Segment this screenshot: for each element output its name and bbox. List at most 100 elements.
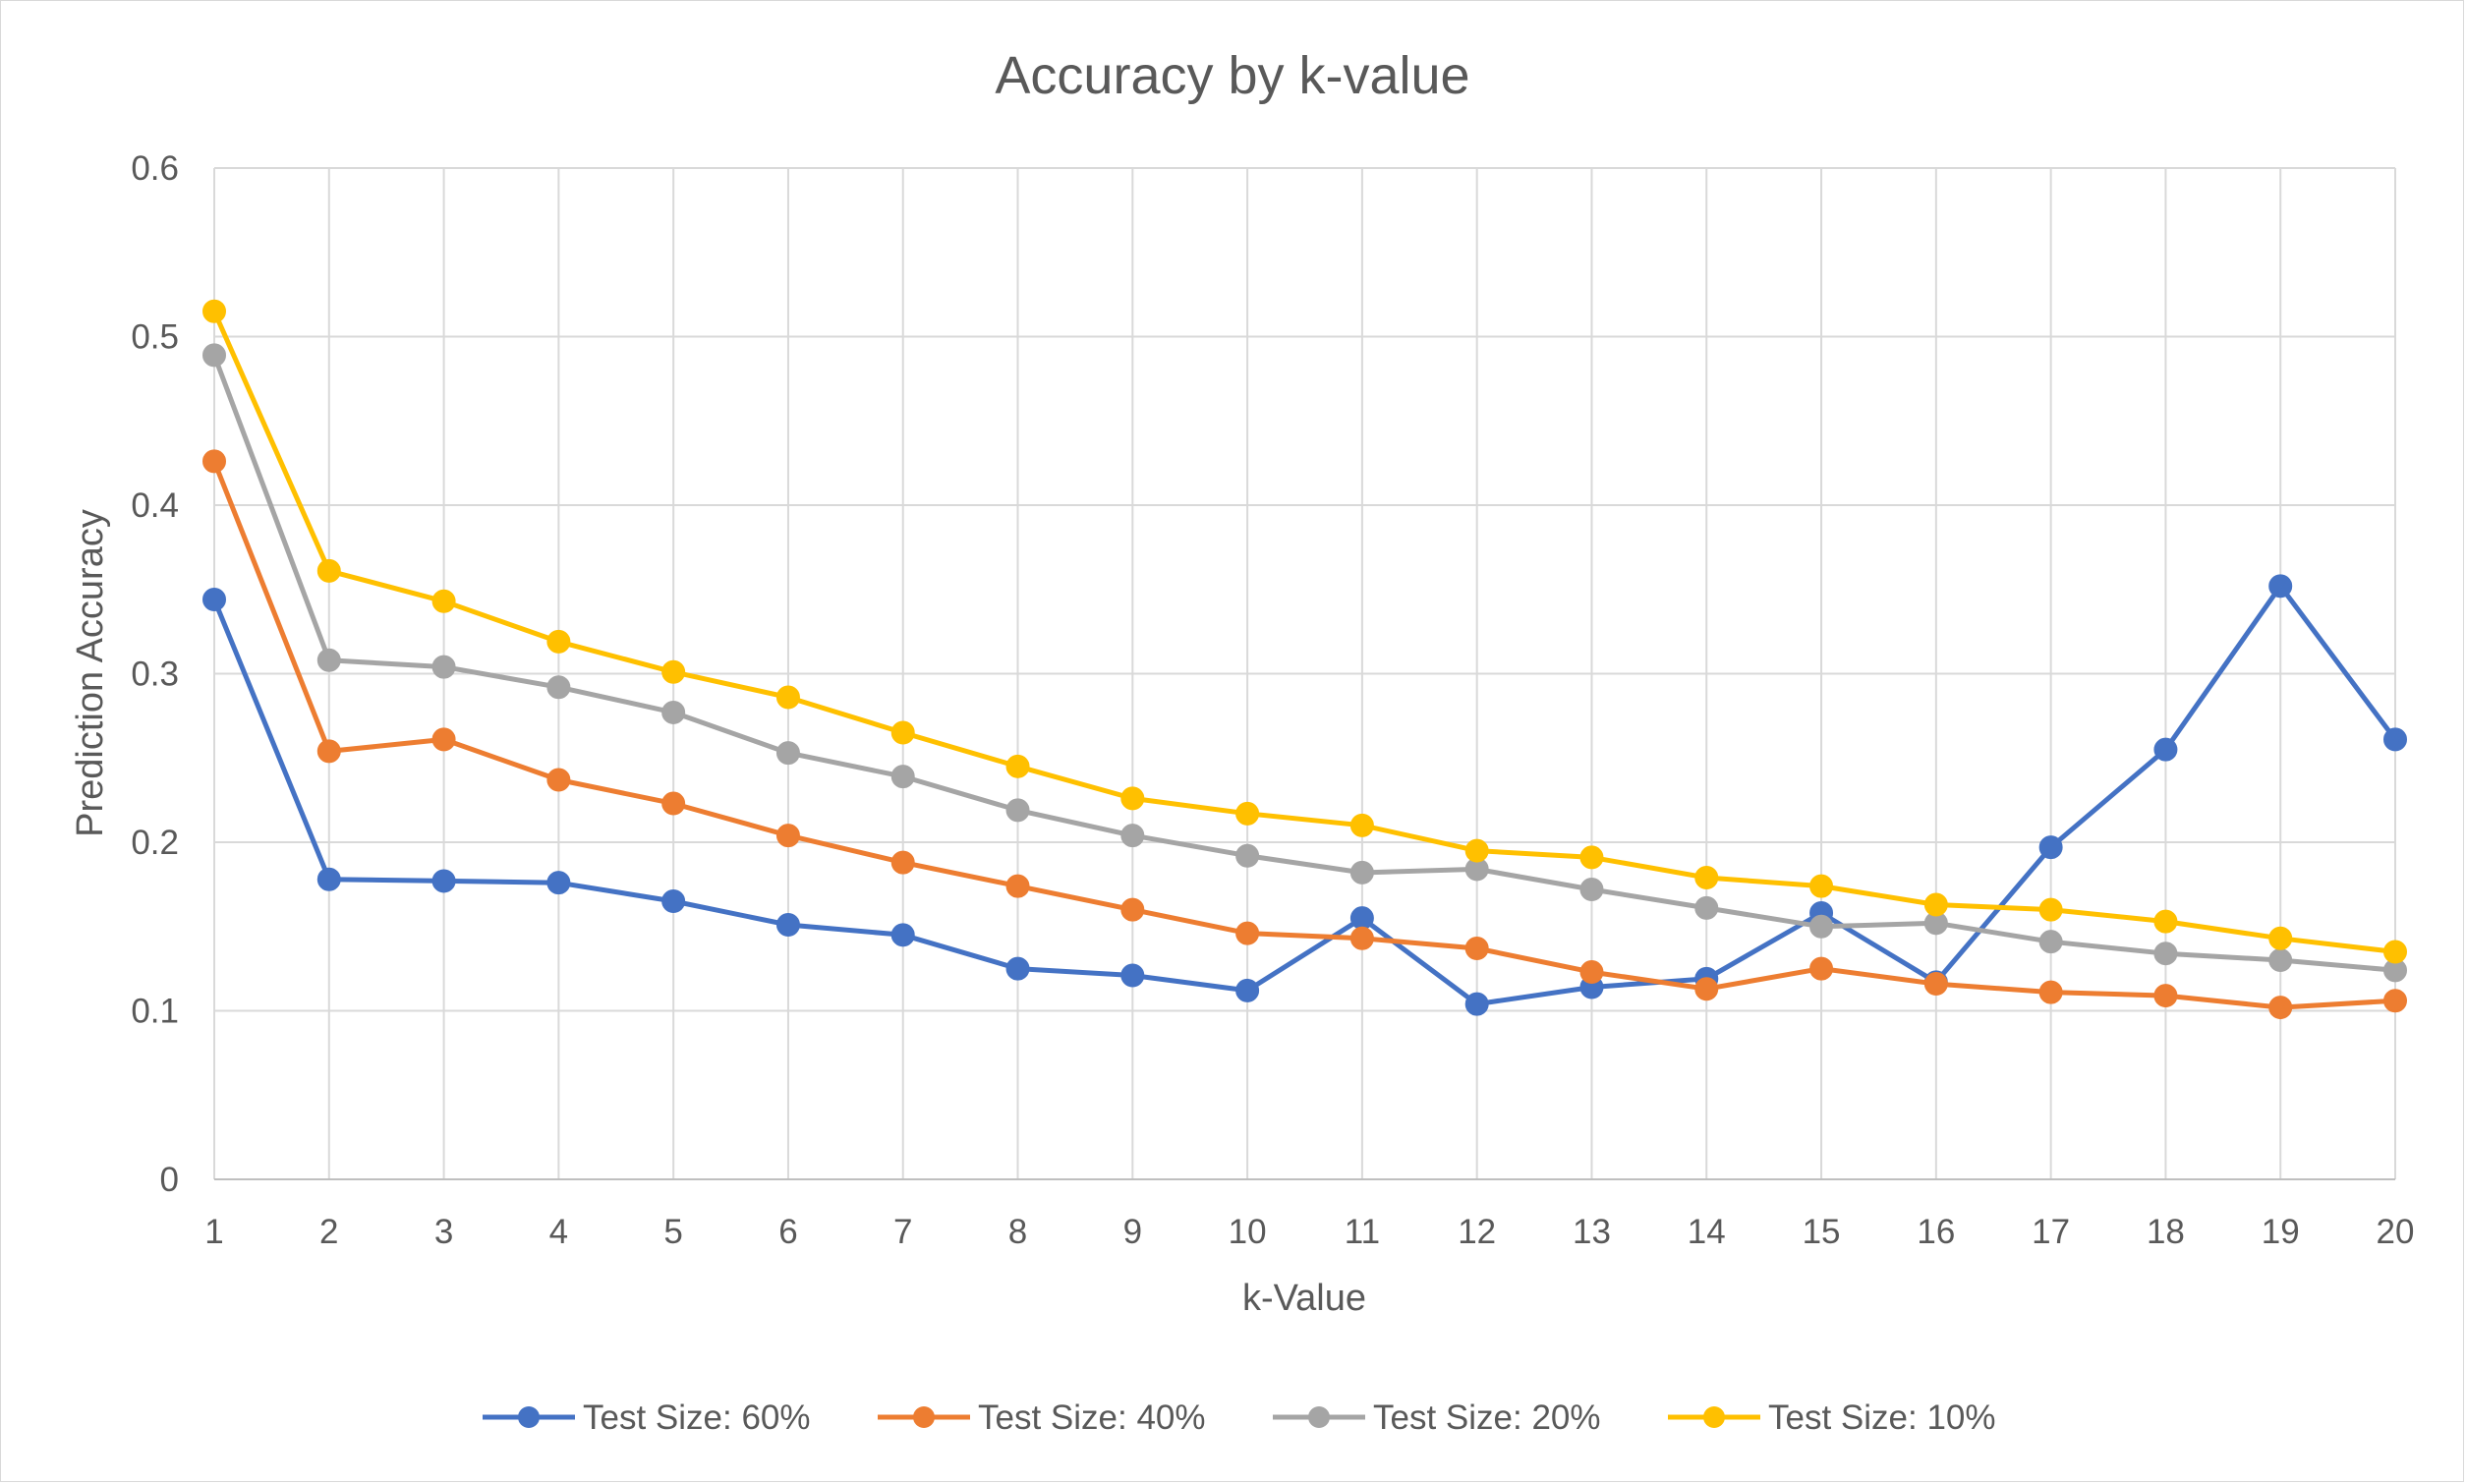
x-tick-label: 14	[1688, 1213, 1726, 1251]
axes: 00.10.20.30.40.50.61 2 3 4 5 6 7 8 9 10 11 12 13 14 15…	[131, 149, 2414, 1251]
series-3	[202, 343, 2407, 983]
series-line	[211, 583, 2398, 1007]
legend-item: Test Size: 40%	[878, 1398, 1206, 1437]
data-point	[316, 648, 341, 672]
chart-title: Accuracy by k-value	[995, 46, 1469, 105]
x-tick-label: 4	[549, 1213, 568, 1251]
legend-label: Test Size: 20%	[1373, 1398, 1601, 1437]
series-line	[211, 309, 2398, 954]
data-point	[546, 675, 571, 700]
data-point	[2383, 727, 2407, 752]
data-point	[316, 867, 341, 891]
data-point	[1120, 824, 1145, 848]
series-line	[211, 458, 2398, 1010]
y-tick-label: 0.6	[131, 149, 179, 188]
data-point	[890, 765, 915, 789]
data-point	[1349, 813, 1374, 837]
y-tick-label: 0.5	[131, 318, 179, 357]
data-point	[2153, 737, 2178, 762]
legend-swatch-marker	[1703, 1406, 1725, 1428]
data-point	[661, 791, 686, 816]
legend-item: Test Size: 60%	[483, 1398, 811, 1437]
x-tick-label: 1	[204, 1213, 223, 1251]
data-point	[431, 589, 456, 613]
legend-item: Test Size: 10%	[1668, 1398, 1996, 1437]
data-point	[546, 871, 571, 895]
x-tick-label: 17	[2032, 1213, 2070, 1251]
data-point	[2038, 835, 2063, 860]
data-point	[2038, 897, 2063, 922]
data-point	[2153, 984, 2178, 1008]
x-tick-label: 18	[2147, 1213, 2185, 1251]
data-point	[431, 655, 456, 679]
x-tick-label: 8	[1008, 1213, 1027, 1251]
data-point	[2383, 940, 2407, 964]
series-2	[202, 449, 2407, 1020]
data-point	[1923, 892, 1948, 917]
data-point	[775, 685, 800, 710]
data-point	[1005, 874, 1030, 898]
x-tick-label: 9	[1123, 1213, 1142, 1251]
y-tick-label: 0.2	[131, 824, 179, 862]
data-point	[1005, 798, 1030, 823]
data-point	[202, 588, 226, 612]
data-point	[2038, 980, 2063, 1004]
data-point	[1694, 866, 1719, 890]
data-point	[431, 869, 456, 893]
data-point	[1120, 897, 1145, 922]
data-point	[431, 727, 456, 752]
x-tick-label: 13	[1573, 1213, 1611, 1251]
data-point	[1235, 843, 1260, 868]
data-point	[661, 700, 686, 724]
data-point	[1464, 838, 1489, 863]
x-tick-label: 19	[2262, 1213, 2300, 1251]
data-point	[1349, 926, 1374, 950]
y-tick-label: 0.3	[131, 656, 179, 694]
data-point	[890, 850, 915, 875]
legend-item: Test Size: 20%	[1273, 1398, 1601, 1437]
x-tick-label: 3	[434, 1213, 453, 1251]
data-point	[1235, 921, 1260, 945]
data-point	[2268, 996, 2293, 1020]
data-point	[2153, 909, 2178, 934]
data-point	[2268, 948, 2293, 973]
data-point	[1235, 801, 1260, 826]
data-point	[1349, 906, 1374, 931]
legend-label: Test Size: 60%	[583, 1398, 811, 1437]
data-point	[1005, 956, 1030, 981]
x-tick-label: 5	[663, 1213, 682, 1251]
x-tick-label: 7	[893, 1213, 912, 1251]
data-point	[775, 913, 800, 938]
data-point	[316, 558, 341, 583]
x-tick-label: 6	[778, 1213, 797, 1251]
data-point	[202, 449, 226, 474]
legend-swatch-marker	[913, 1406, 935, 1428]
data-point	[2268, 926, 2293, 950]
data-point	[2268, 574, 2293, 599]
x-tick-label: 16	[1917, 1213, 1955, 1251]
data-point	[1120, 786, 1145, 811]
gridlines	[213, 167, 2396, 1179]
y-tick-label: 0.1	[131, 993, 179, 1031]
legend-swatch-marker	[1308, 1406, 1330, 1428]
x-tick-label: 15	[1803, 1213, 1841, 1251]
data-point	[546, 768, 571, 792]
x-tick-label: 11	[1345, 1213, 1380, 1251]
data-point	[775, 824, 800, 848]
data-point	[1809, 874, 1834, 898]
legend: Test Size: 60% Test Size: 40% Test Size: 2…	[483, 1398, 1996, 1437]
data-point	[890, 923, 915, 947]
y-tick-label: 0	[160, 1161, 179, 1199]
data-point	[1235, 978, 1260, 1002]
data-point	[661, 659, 686, 684]
data-point	[775, 741, 800, 766]
x-tick-label: 20	[2377, 1213, 2415, 1251]
data-point	[1809, 956, 1834, 981]
data-point	[1694, 895, 1719, 920]
data-point	[1005, 754, 1030, 778]
data-point	[661, 889, 686, 914]
data-point	[1464, 937, 1489, 961]
data-point	[1923, 972, 1948, 997]
data-point	[890, 720, 915, 745]
